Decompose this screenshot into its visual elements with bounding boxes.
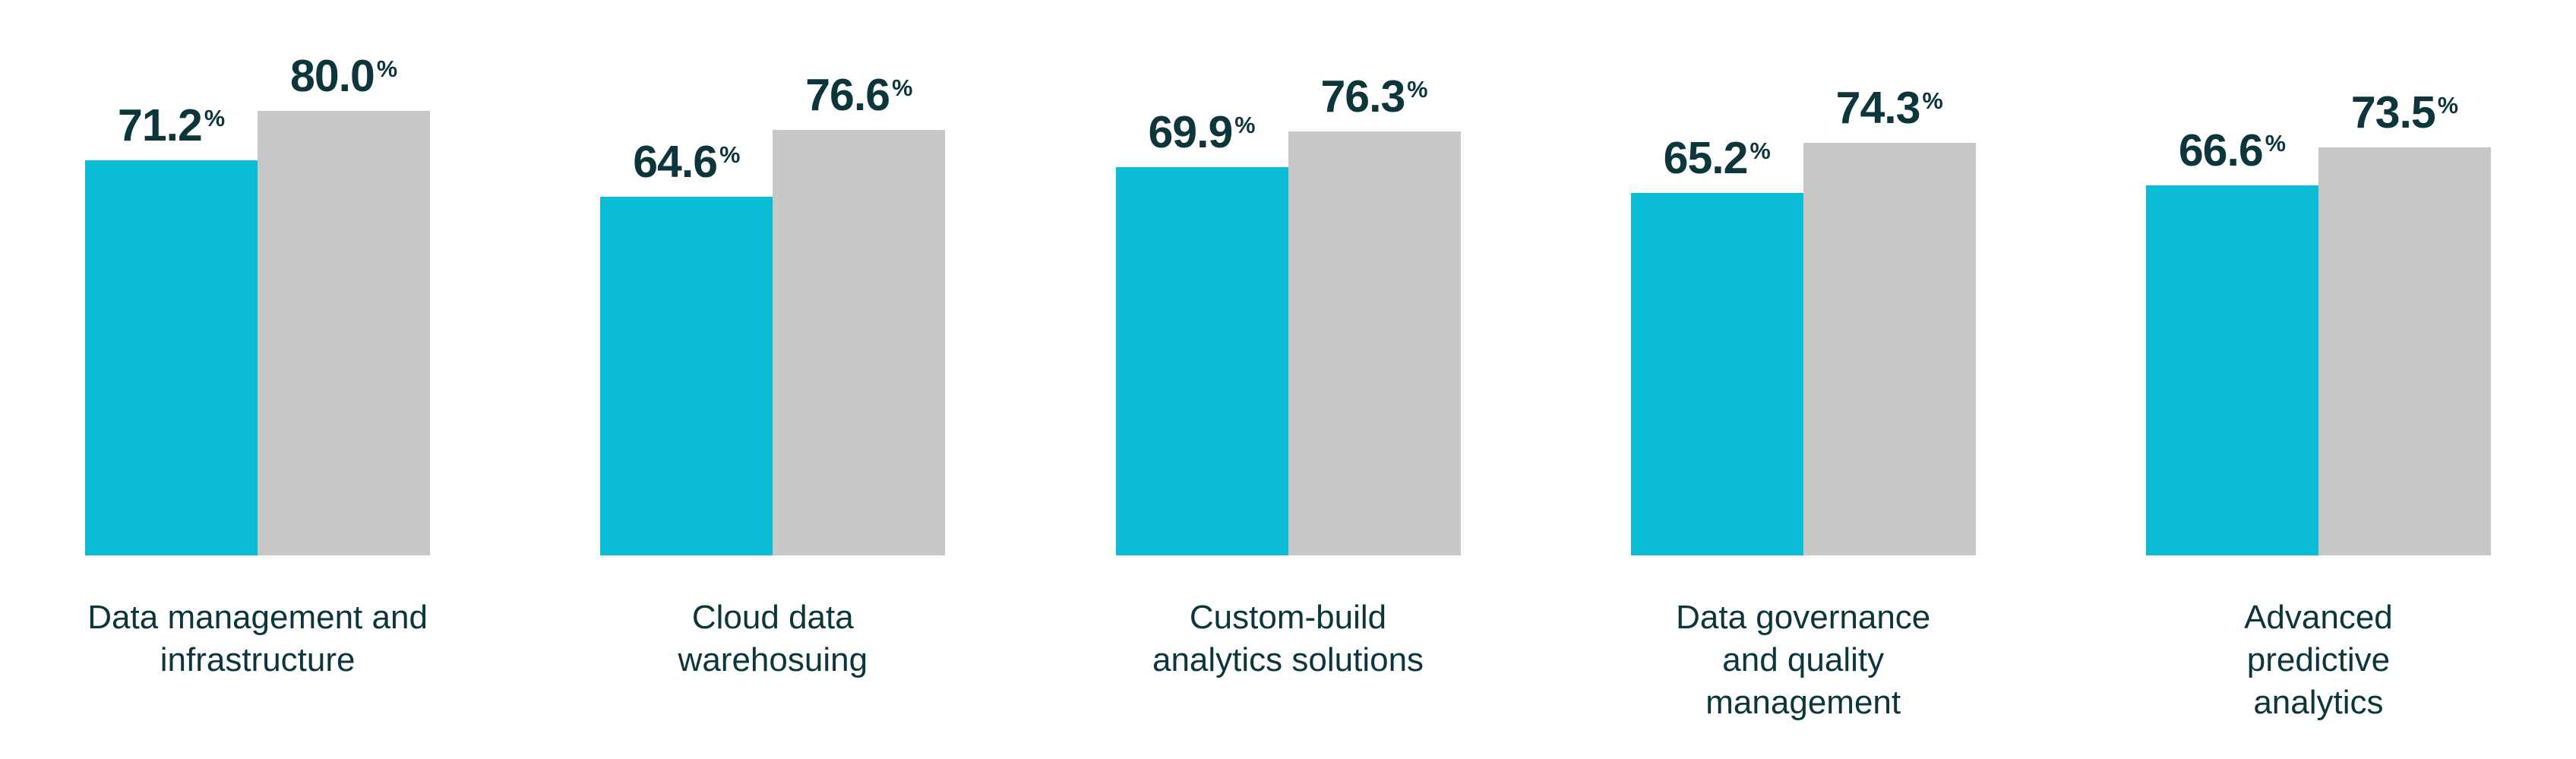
value-label-teal: 71.2% (118, 103, 225, 148)
bar-gray (1288, 131, 1461, 555)
chart-group: 64.6% 76.6% Cloud data warehosuing (515, 0, 1030, 759)
value-number: 69.9 (1148, 107, 1233, 157)
value-label-gray: 80.0% (290, 54, 397, 99)
category-label: Cloud data warehosuing (678, 599, 868, 678)
bar-gray (2318, 147, 2491, 555)
bar-column-teal: 71.2% (85, 0, 258, 555)
bar-column-gray: 76.3% (1288, 0, 1461, 555)
bar-pair: 65.2% 74.3% (1630, 0, 1976, 555)
bar-column-gray: 74.3% (1803, 0, 1976, 555)
value-number: 76.6 (805, 70, 890, 120)
bar-column-teal: 64.6% (600, 0, 773, 555)
bar-gray (773, 130, 946, 555)
value-number: 71.2 (118, 100, 203, 150)
value-label-gray: 76.6% (805, 73, 912, 118)
category-label: Data management and infrastructure (87, 599, 428, 678)
bar-column-gray: 76.6% (773, 0, 946, 555)
value-number: 64.6 (633, 137, 718, 187)
bar-teal (2145, 185, 2318, 555)
chart-group: 71.2% 80.0% Data management and infrastr… (0, 0, 515, 759)
bar-column-teal: 66.6% (2145, 0, 2318, 555)
percent-sign: % (892, 74, 913, 101)
percent-sign: % (2437, 91, 2458, 119)
value-number: 73.5 (2350, 87, 2436, 138)
value-label-teal: 64.6% (633, 140, 740, 185)
value-number: 66.6 (2178, 125, 2264, 176)
percent-sign: % (1407, 75, 1428, 103)
percent-sign: % (2265, 129, 2286, 157)
bar-pair: 71.2% 80.0% (85, 0, 431, 555)
value-number: 74.3 (1835, 83, 1921, 133)
bar-pair: 66.6% 73.5% (2145, 0, 2491, 555)
category-label: Data governance and quality management (1676, 599, 1931, 721)
value-number: 76.3 (1320, 71, 1405, 122)
chart-group: 69.9% 76.3% Custom-build analytics solut… (1030, 0, 1545, 759)
bar-teal (1630, 193, 1803, 555)
bar-teal (1115, 167, 1288, 555)
bar-column-gray: 80.0% (258, 0, 431, 555)
bar-gray (1803, 143, 1976, 555)
bar-column-teal: 65.2% (1630, 0, 1803, 555)
category-label: Advanced predictive analytics (2244, 599, 2393, 721)
bar-column-gray: 73.5% (2318, 0, 2491, 555)
chart-group: 65.2% 74.3% Data governance and quality … (1546, 0, 2061, 759)
value-label-gray: 74.3% (1836, 86, 1943, 131)
category-label: Custom-build analytics solutions (1152, 599, 1424, 678)
value-number: 65.2 (1663, 133, 1749, 183)
percent-sign: % (1749, 137, 1771, 164)
value-label-gray: 73.5% (2351, 90, 2458, 135)
bar-teal (85, 160, 258, 555)
bar-column-teal: 69.9% (1115, 0, 1288, 555)
value-label-gray: 76.3% (1320, 74, 1427, 119)
percent-sign: % (204, 104, 226, 131)
bar-pair: 69.9% 76.3% (1115, 0, 1461, 555)
value-label-teal: 66.6% (2179, 128, 2286, 173)
value-label-teal: 69.9% (1148, 110, 1255, 155)
percent-sign: % (376, 55, 398, 82)
percent-sign: % (1922, 87, 1943, 114)
percent-sign: % (719, 141, 741, 168)
bar-pair: 64.6% 76.6% (600, 0, 946, 555)
bar-gray (258, 111, 431, 555)
value-label-teal: 65.2% (1664, 136, 1771, 181)
value-number: 80.0 (290, 51, 375, 101)
percent-sign: % (1234, 111, 1256, 138)
chart-group: 66.6% 73.5% Advanced predictive analytic… (2061, 0, 2576, 759)
bar-teal (600, 197, 773, 555)
